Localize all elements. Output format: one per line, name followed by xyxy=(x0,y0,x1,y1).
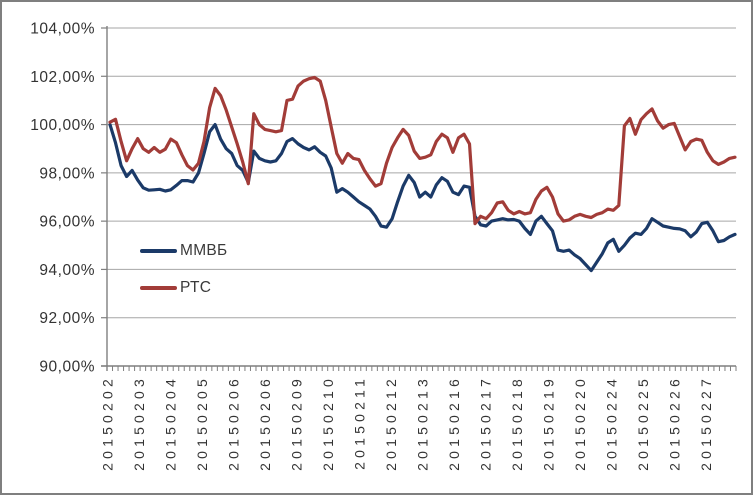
x-axis-label: 20150205 xyxy=(194,375,210,471)
rts-line-swatch xyxy=(140,286,177,290)
x-axis-label: 20150225 xyxy=(635,375,651,471)
y-axis-label: 98,00% xyxy=(39,165,95,182)
y-axis-label: 96,00% xyxy=(39,214,95,231)
x-axis-label: 20150209 xyxy=(289,375,305,471)
x-axis-label: 20150219 xyxy=(541,375,557,471)
y-axis-label: 90,00% xyxy=(39,359,95,376)
legend-item-mmvb: ММВБ xyxy=(140,241,228,261)
rts-series-line xyxy=(108,75,737,226)
x-axis-label: 20150204 xyxy=(163,375,179,471)
x-axis-label: 20150203 xyxy=(131,375,147,471)
x-axis-label: 20150224 xyxy=(604,375,620,471)
x-axis-label: 20150220 xyxy=(572,375,588,471)
mmvb-line-swatch xyxy=(140,249,177,253)
x-axis-label: 20150211 xyxy=(352,375,368,470)
legend-item-rts: РТС xyxy=(140,278,228,298)
rts-legend-label: РТС xyxy=(180,279,212,296)
x-axis-label: 20150206 xyxy=(257,375,273,471)
y-axis-label: 104,00% xyxy=(30,21,95,38)
mmvb-legend-label: ММВБ xyxy=(180,242,228,259)
x-axis-label: 20150206 xyxy=(226,375,242,471)
x-axis-label: 20150210 xyxy=(320,375,336,471)
x-axis-label: 20150212 xyxy=(383,375,399,471)
chart-legend: ММВБ РТС xyxy=(140,241,228,298)
x-axis-label: 20150218 xyxy=(509,375,525,471)
x-axis-label: 20150202 xyxy=(100,375,116,471)
x-axis-label: 20150217 xyxy=(478,375,494,471)
x-axis-label: 20150227 xyxy=(698,375,714,471)
x-axis-label: 20150216 xyxy=(446,375,462,471)
x-axis-label: 20150213 xyxy=(415,375,431,471)
y-axis-label: 102,00% xyxy=(30,69,95,86)
mmvb-series-line xyxy=(108,122,737,273)
y-axis-label: 100,00% xyxy=(30,117,95,134)
x-axis-label: 20150226 xyxy=(667,375,683,471)
y-axis-label: 94,00% xyxy=(39,262,95,279)
y-axis-label: 92,00% xyxy=(39,310,95,327)
